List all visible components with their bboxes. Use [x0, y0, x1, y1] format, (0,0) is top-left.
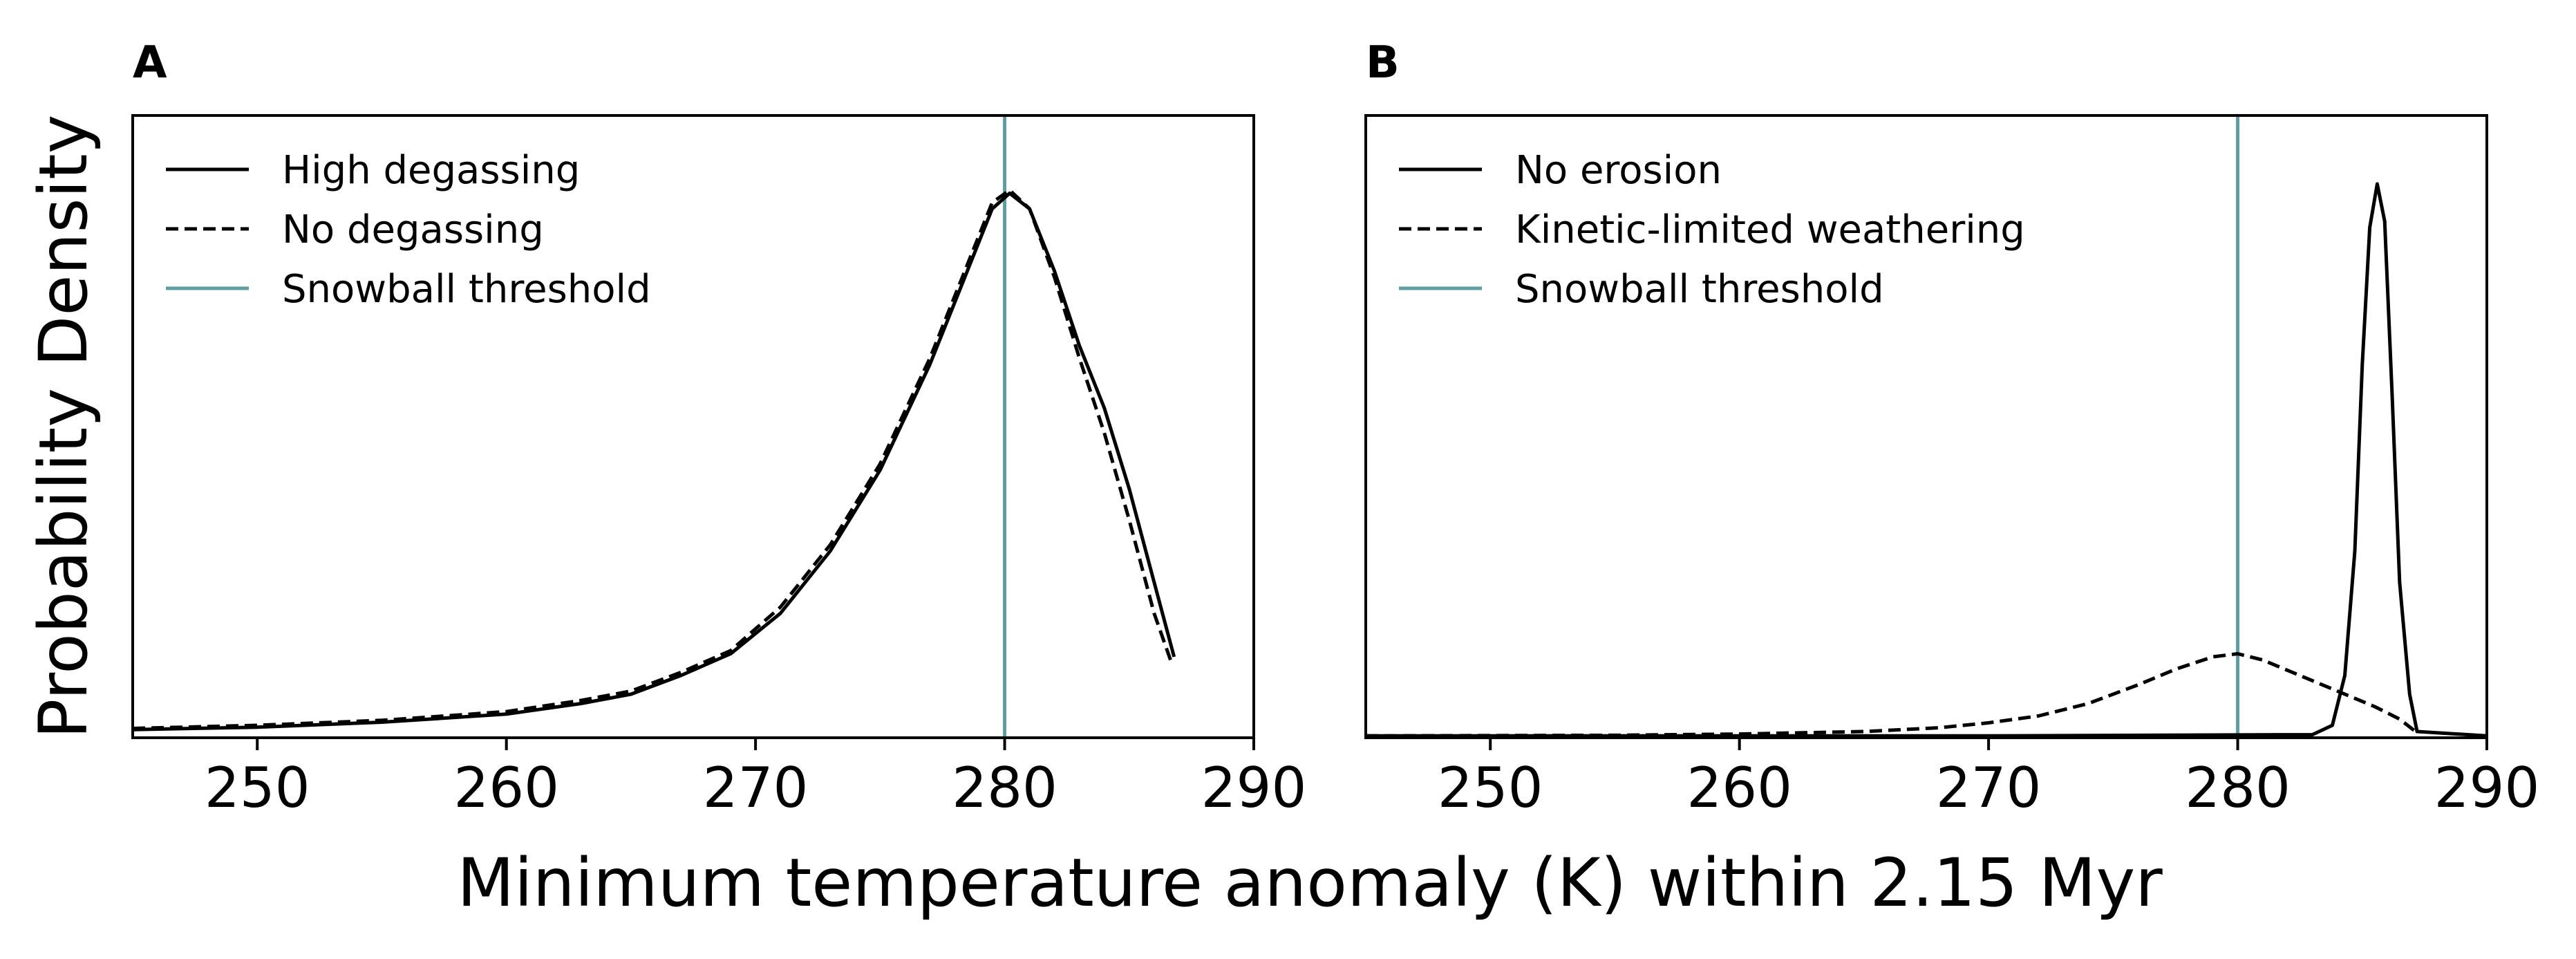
y-axis-label: Probability Density [25, 115, 102, 739]
panel-a-letter: A [133, 37, 167, 89]
panel-b-x-ticks: 250 260 270 280 290 [1438, 738, 2539, 820]
panel-b-x-tick-label: 280 [2185, 756, 2291, 820]
panel-b-plot-area [1365, 115, 2488, 738]
panel-b-x-tick-label: 260 [1686, 756, 1792, 820]
panel-a-x-tick-label: 270 [703, 756, 809, 820]
panel-a-series-2-line [132, 188, 1174, 730]
panel-a-x-tick-label: 250 [205, 756, 310, 820]
panel-b-legend-label-3: Snowball threshold [1515, 267, 1884, 312]
panel-b-legend: No erosion Kinetic-limited weathering Snow… [1399, 148, 2025, 312]
panel-a-legend-label-2: No degassing [282, 207, 544, 252]
x-axis-label: Minimum temperature anomaly (K) within 2… [457, 844, 2163, 922]
panel-b-legend-label-2: Kinetic-limited weathering [1515, 207, 2025, 252]
panel-a-x-ticks: 250 260 270 280 290 [205, 738, 1306, 820]
panel-b-letter: B [1366, 37, 1400, 89]
panel-a-x-tick-label: 290 [1201, 756, 1307, 820]
panel-a-legend-label-1: High degassing [282, 148, 580, 193]
panel-a-legend: High degassing No degassing Snowball thres… [166, 148, 651, 312]
panel-b-series-2-line [1365, 652, 2418, 738]
panel-b: B 250 260 270 280 290 No erosion Kinetic-limi… [1364, 37, 2539, 820]
panel-b-series-1-line [1366, 182, 2488, 738]
panel-a: A 250 260 270 280 290 High degassing No degas… [131, 37, 1306, 820]
panel-b-legend-label-1: No erosion [1515, 148, 1722, 193]
panel-b-x-tick-label: 290 [2434, 756, 2540, 820]
panel-a-series-1-line [132, 192, 1176, 732]
panel-b-x-tick-label: 250 [1438, 756, 1543, 820]
panel-b-frame [1364, 114, 2488, 739]
panel-a-frame [131, 114, 1255, 739]
panel-a-legend-label-3: Snowball threshold [282, 267, 651, 312]
panel-a-x-tick-label: 280 [952, 756, 1057, 820]
panel-a-plot-area [132, 115, 1176, 738]
panel-b-x-tick-label: 270 [1936, 756, 2042, 820]
panel-a-x-tick-label: 260 [453, 756, 559, 820]
